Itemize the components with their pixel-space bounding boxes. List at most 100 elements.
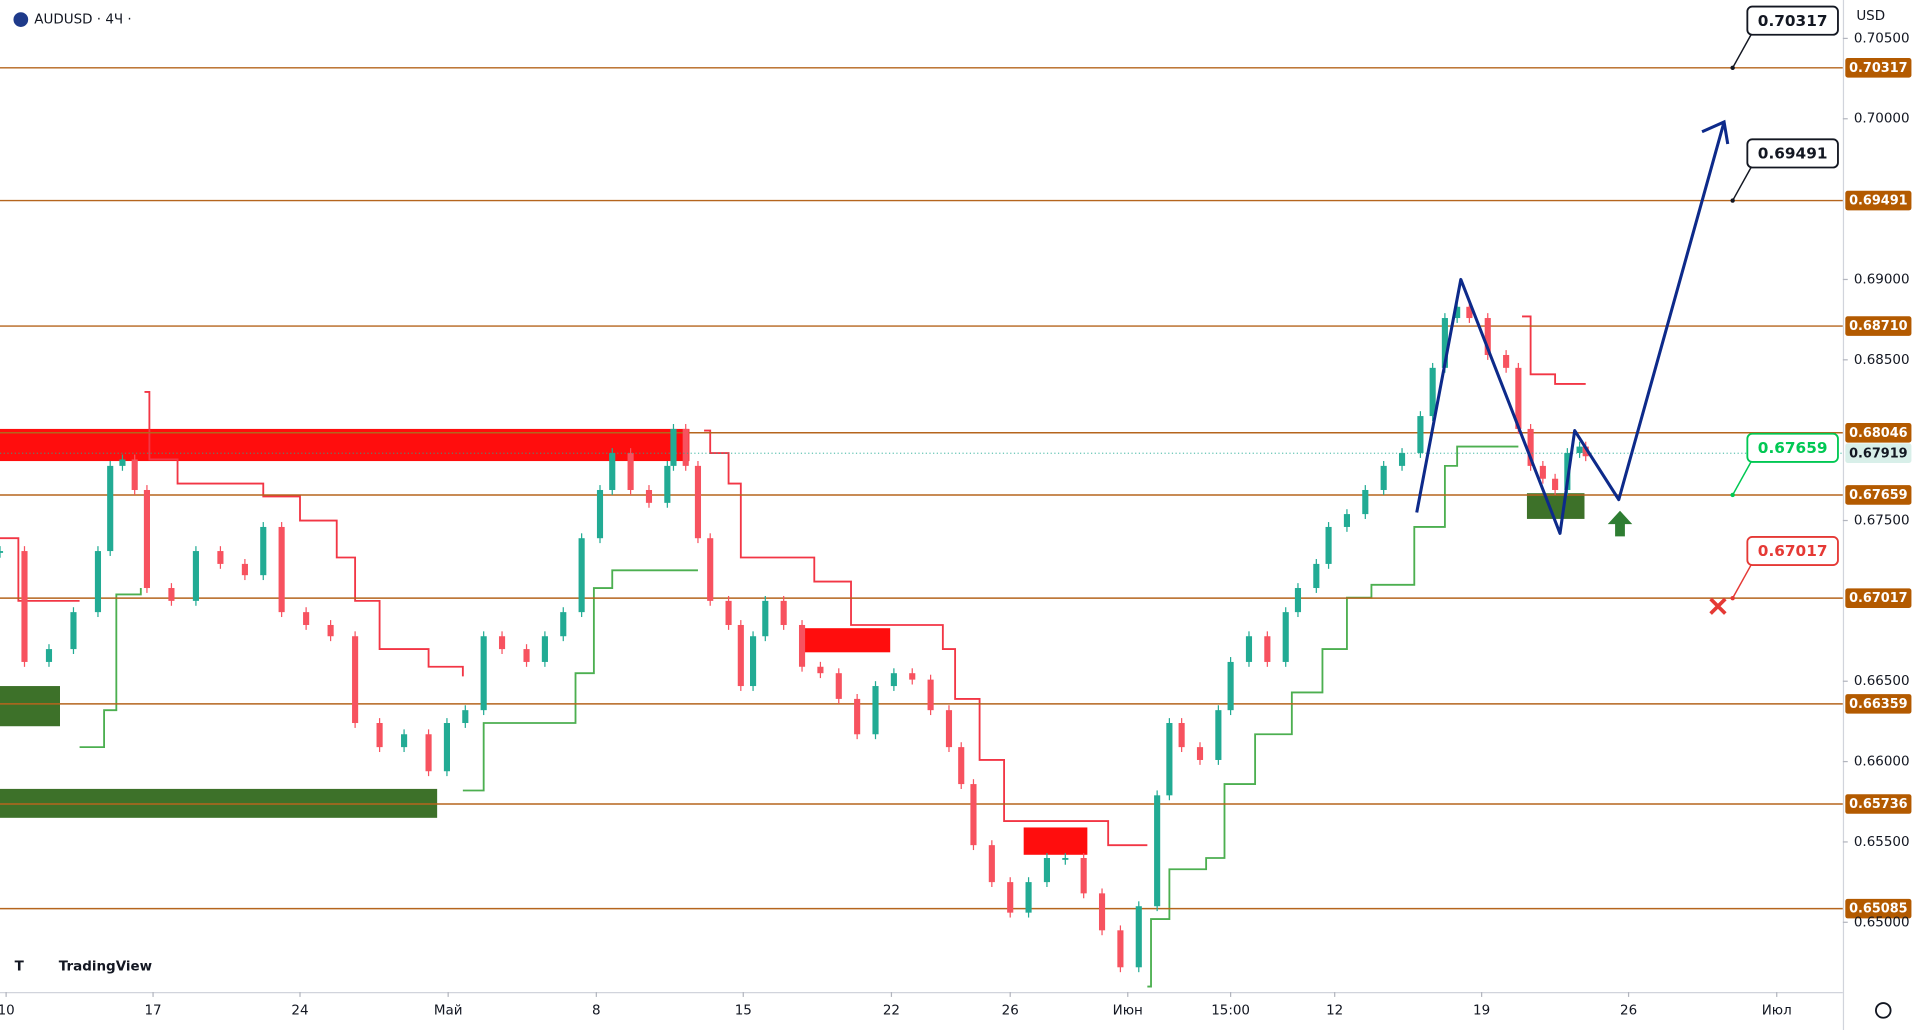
x-tick-label: Июл bbox=[1762, 1002, 1792, 1018]
candle bbox=[1282, 612, 1289, 662]
candle bbox=[1441, 318, 1448, 368]
candle bbox=[1245, 636, 1253, 662]
zone bbox=[803, 628, 891, 653]
callout-box bbox=[1746, 5, 1839, 36]
candle bbox=[1313, 563, 1320, 589]
candle bbox=[958, 747, 965, 785]
candle bbox=[303, 612, 310, 625]
candle bbox=[1166, 723, 1173, 796]
candle bbox=[1343, 514, 1350, 527]
level-label-bg bbox=[1845, 190, 1912, 211]
candle bbox=[143, 489, 150, 589]
candle bbox=[45, 649, 53, 662]
candle bbox=[1294, 588, 1302, 613]
callout-dot bbox=[1730, 198, 1735, 203]
candle bbox=[835, 673, 842, 699]
level-label-bg bbox=[1845, 898, 1912, 919]
candle bbox=[1466, 306, 1473, 319]
candle bbox=[107, 465, 114, 552]
candle bbox=[872, 686, 879, 735]
zone bbox=[1526, 493, 1585, 519]
callout-box bbox=[1746, 138, 1839, 169]
tradingview-logo: 𝗧 TradingView bbox=[15, 958, 152, 974]
callout-dot bbox=[1730, 492, 1735, 498]
candle bbox=[1264, 636, 1271, 662]
y-tick-label: 0.66500 bbox=[1854, 673, 1910, 689]
candle bbox=[260, 526, 267, 576]
callout-connector bbox=[1732, 461, 1752, 496]
candle bbox=[1215, 710, 1222, 760]
level-label: 0.70317 bbox=[1849, 61, 1907, 76]
candle bbox=[217, 551, 224, 564]
candle bbox=[890, 673, 897, 687]
candle bbox=[1043, 858, 1050, 883]
candle bbox=[970, 784, 977, 846]
candle bbox=[1098, 893, 1106, 931]
candle bbox=[1539, 465, 1546, 479]
candle bbox=[462, 710, 469, 724]
candle bbox=[131, 459, 138, 490]
x-tick-label: 8 bbox=[592, 1002, 601, 1018]
level-label-bg bbox=[1845, 422, 1912, 443]
x-tick-label: Май bbox=[434, 1002, 463, 1018]
y-tick-label: 0.68500 bbox=[1854, 352, 1910, 368]
candle bbox=[1398, 453, 1406, 466]
candle bbox=[21, 551, 28, 662]
callout-connector bbox=[1732, 34, 1752, 69]
candle bbox=[0, 551, 4, 553]
candle bbox=[278, 526, 285, 613]
settings-icon[interactable] bbox=[1875, 1002, 1892, 1019]
candle bbox=[192, 551, 199, 601]
level-label-bg bbox=[1845, 58, 1912, 78]
level-label-bg bbox=[1845, 485, 1912, 505]
candle bbox=[1325, 526, 1332, 564]
candle bbox=[498, 636, 506, 650]
callout-label: 0.69491 bbox=[1758, 145, 1828, 163]
candle bbox=[725, 600, 732, 625]
candle bbox=[541, 636, 548, 662]
x-tick-label: 10 bbox=[0, 1002, 15, 1018]
candle bbox=[1552, 478, 1559, 490]
candle bbox=[854, 698, 861, 735]
candle bbox=[1582, 446, 1589, 457]
y-tick-label: 0.69000 bbox=[1854, 271, 1910, 287]
plot bbox=[0, 67, 1843, 988]
symbol-title[interactable]: AUDUSD · 4Ч · bbox=[34, 12, 131, 28]
level-label-bg bbox=[1845, 316, 1912, 336]
y-tick-label: 0.70500 bbox=[1854, 30, 1910, 46]
level-label-bg bbox=[1845, 694, 1912, 714]
candle bbox=[1503, 354, 1510, 368]
y-tick-label: 0.66000 bbox=[1854, 754, 1910, 770]
x-tick-label: 26 bbox=[1002, 1002, 1019, 1018]
level-label: 0.65085 bbox=[1849, 902, 1908, 917]
projection-arrowhead bbox=[1701, 119, 1730, 145]
candle bbox=[798, 624, 806, 667]
callout-box bbox=[1746, 432, 1839, 463]
candle bbox=[560, 612, 567, 637]
x-tick-label: 15:00 bbox=[1211, 1002, 1250, 1018]
candle bbox=[645, 489, 653, 503]
level-label-bg bbox=[1845, 588, 1912, 608]
candle bbox=[352, 636, 359, 724]
y-tick-label: 0.70000 bbox=[1854, 111, 1910, 127]
candle bbox=[1135, 906, 1142, 968]
candle bbox=[70, 612, 77, 650]
x-tick-label: 19 bbox=[1473, 1002, 1490, 1018]
y-tick-label: 0.65000 bbox=[1854, 914, 1910, 930]
candle bbox=[1196, 747, 1204, 760]
candle bbox=[707, 538, 714, 601]
currency[interactable]: USD bbox=[1856, 8, 1885, 24]
callout-dot bbox=[1730, 65, 1735, 71]
candle bbox=[401, 734, 408, 748]
last-price-bg bbox=[1845, 443, 1912, 463]
candle bbox=[1454, 306, 1461, 319]
symbol-flag bbox=[13, 12, 29, 27]
callout-label: 0.67017 bbox=[1758, 542, 1828, 560]
callout-label: 0.70317 bbox=[1758, 12, 1828, 30]
candle bbox=[1429, 367, 1436, 417]
candle bbox=[1380, 465, 1387, 490]
candle bbox=[425, 734, 432, 772]
candle bbox=[1007, 882, 1014, 913]
